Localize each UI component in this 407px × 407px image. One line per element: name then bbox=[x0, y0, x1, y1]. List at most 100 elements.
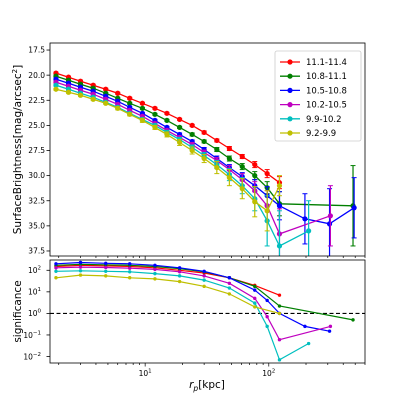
sb-data-point bbox=[164, 117, 170, 123]
sig-data-point bbox=[78, 260, 83, 265]
sig-data-point bbox=[78, 273, 83, 277]
sig-data-point bbox=[104, 265, 108, 270]
sig-data-point bbox=[177, 279, 182, 284]
sb-data-point bbox=[252, 199, 258, 205]
x-axis-label: rp[kpc] bbox=[189, 379, 225, 393]
sb-data-point bbox=[127, 111, 133, 117]
sig-series-line bbox=[55, 274, 280, 314]
sb-data-point bbox=[152, 105, 158, 111]
sb-data-point bbox=[201, 129, 207, 136]
legend: 11.1-11.4 10.8-11.1 10.5-10.8 10.2-10.5 9.9-… bbox=[274, 50, 362, 142]
top-y-axis-label: SurfaceBrightness[mag/arcsec2] bbox=[11, 65, 24, 234]
sig-data-point bbox=[227, 292, 232, 296]
sig-data-point bbox=[277, 311, 282, 316]
sig-series-line bbox=[55, 266, 331, 341]
sig-data-point bbox=[54, 276, 58, 280]
sb-data-point bbox=[77, 92, 84, 98]
sb-data-point bbox=[302, 216, 308, 222]
sig-data-point bbox=[265, 324, 269, 329]
bottom-x-tick-label: 101 bbox=[139, 369, 152, 379]
sig-data-point bbox=[303, 324, 307, 329]
surface-brightness-marks bbox=[53, 70, 357, 256]
sig-series-line bbox=[55, 270, 309, 361]
sb-data-point bbox=[201, 155, 207, 162]
legend-marker bbox=[287, 87, 293, 93]
sig-data-point bbox=[54, 269, 58, 273]
sb-series-11.1-11.4 bbox=[53, 70, 283, 190]
bottom-y-tick-label: 10−1 bbox=[23, 330, 41, 340]
sig-data-point bbox=[177, 266, 182, 270]
sig-series-10.2-10.5 bbox=[54, 265, 333, 342]
sb-series-line bbox=[55, 78, 355, 225]
sb-data-point bbox=[152, 124, 158, 130]
legend-marker bbox=[287, 59, 293, 65]
sb-data-point bbox=[177, 116, 183, 122]
top-y-tick-label: 22.5 bbox=[28, 96, 45, 105]
sig-series-9.9-10.2 bbox=[54, 269, 311, 362]
sig-data-point bbox=[306, 341, 311, 346]
sig-data-point bbox=[104, 269, 108, 273]
sb-data-point bbox=[53, 86, 59, 92]
sig-data-point bbox=[277, 304, 282, 308]
legend-marker bbox=[287, 116, 293, 122]
sb-data-point bbox=[164, 131, 170, 138]
sb-data-point bbox=[306, 228, 312, 234]
sb-data-point bbox=[139, 105, 145, 111]
legend-label: 10.8-11.1 bbox=[306, 72, 347, 82]
top-y-tick-label: 25.0 bbox=[28, 121, 45, 130]
bottom-y-tick-label: 102 bbox=[28, 266, 41, 276]
sig-data-point bbox=[153, 271, 157, 276]
sig-data-point bbox=[104, 274, 108, 278]
top-y-tick-label: 32.5 bbox=[28, 196, 45, 205]
sb-data-point bbox=[65, 89, 72, 95]
sb-data-point bbox=[214, 137, 220, 144]
sb-data-point bbox=[152, 111, 158, 117]
bottom-y-axis-label: significance bbox=[12, 280, 24, 342]
sig-data-point bbox=[177, 270, 182, 274]
sig-data-point bbox=[327, 329, 332, 333]
top-y-tick-label: 20.0 bbox=[28, 71, 45, 80]
sig-data-point bbox=[277, 293, 282, 297]
top-y-tick-label: 17.5 bbox=[28, 46, 45, 55]
bottom-y-tick-label: 100 bbox=[28, 309, 42, 319]
sb-data-point bbox=[177, 124, 183, 130]
sb-data-point bbox=[103, 100, 109, 106]
sb-data-point bbox=[239, 186, 245, 192]
sb-data-point bbox=[127, 100, 133, 106]
legend-marker bbox=[287, 130, 293, 136]
sb-data-point bbox=[276, 183, 283, 189]
top-axes-frame bbox=[49, 42, 366, 257]
sig-data-point bbox=[153, 263, 157, 268]
top-x-ticks bbox=[58, 256, 366, 260]
sb-data-point bbox=[264, 208, 270, 214]
sig-data-point bbox=[202, 274, 206, 278]
sb-data-point bbox=[127, 95, 133, 101]
bottom-y-tick-label: 101 bbox=[28, 287, 41, 297]
top-y-tick-label: 37.5 bbox=[28, 247, 45, 256]
sb-data-point bbox=[214, 164, 220, 171]
sig-data-point bbox=[328, 324, 333, 329]
sb-data-point bbox=[115, 90, 121, 96]
sb-data-point bbox=[351, 205, 357, 211]
sig-data-point bbox=[253, 305, 257, 309]
sig-data-point bbox=[202, 278, 206, 282]
surface-brightness-panel: 17.5 20.0 22.5 25.0 27.5 30.0 32.5 35.0 37.5 Sur… bbox=[11, 42, 366, 260]
legend-label: 9.9-10.2 bbox=[306, 115, 342, 125]
sb-data-point bbox=[239, 163, 245, 170]
sb-data-point bbox=[226, 145, 232, 152]
sig-data-point bbox=[153, 267, 157, 272]
sb-data-point bbox=[276, 203, 283, 209]
sig-data-point bbox=[177, 274, 182, 278]
sig-data-point bbox=[253, 288, 257, 292]
sb-data-point bbox=[226, 155, 232, 162]
sb-data-point bbox=[189, 131, 195, 138]
significance-marks bbox=[50, 260, 365, 362]
sb-data-point bbox=[276, 243, 283, 249]
sig-data-point bbox=[78, 269, 83, 273]
sb-data-point bbox=[90, 96, 96, 102]
sb-data-point bbox=[214, 146, 220, 153]
legend-marker bbox=[287, 102, 293, 108]
sig-data-point bbox=[253, 301, 257, 305]
top-y-tick-label: 35.0 bbox=[28, 221, 45, 230]
